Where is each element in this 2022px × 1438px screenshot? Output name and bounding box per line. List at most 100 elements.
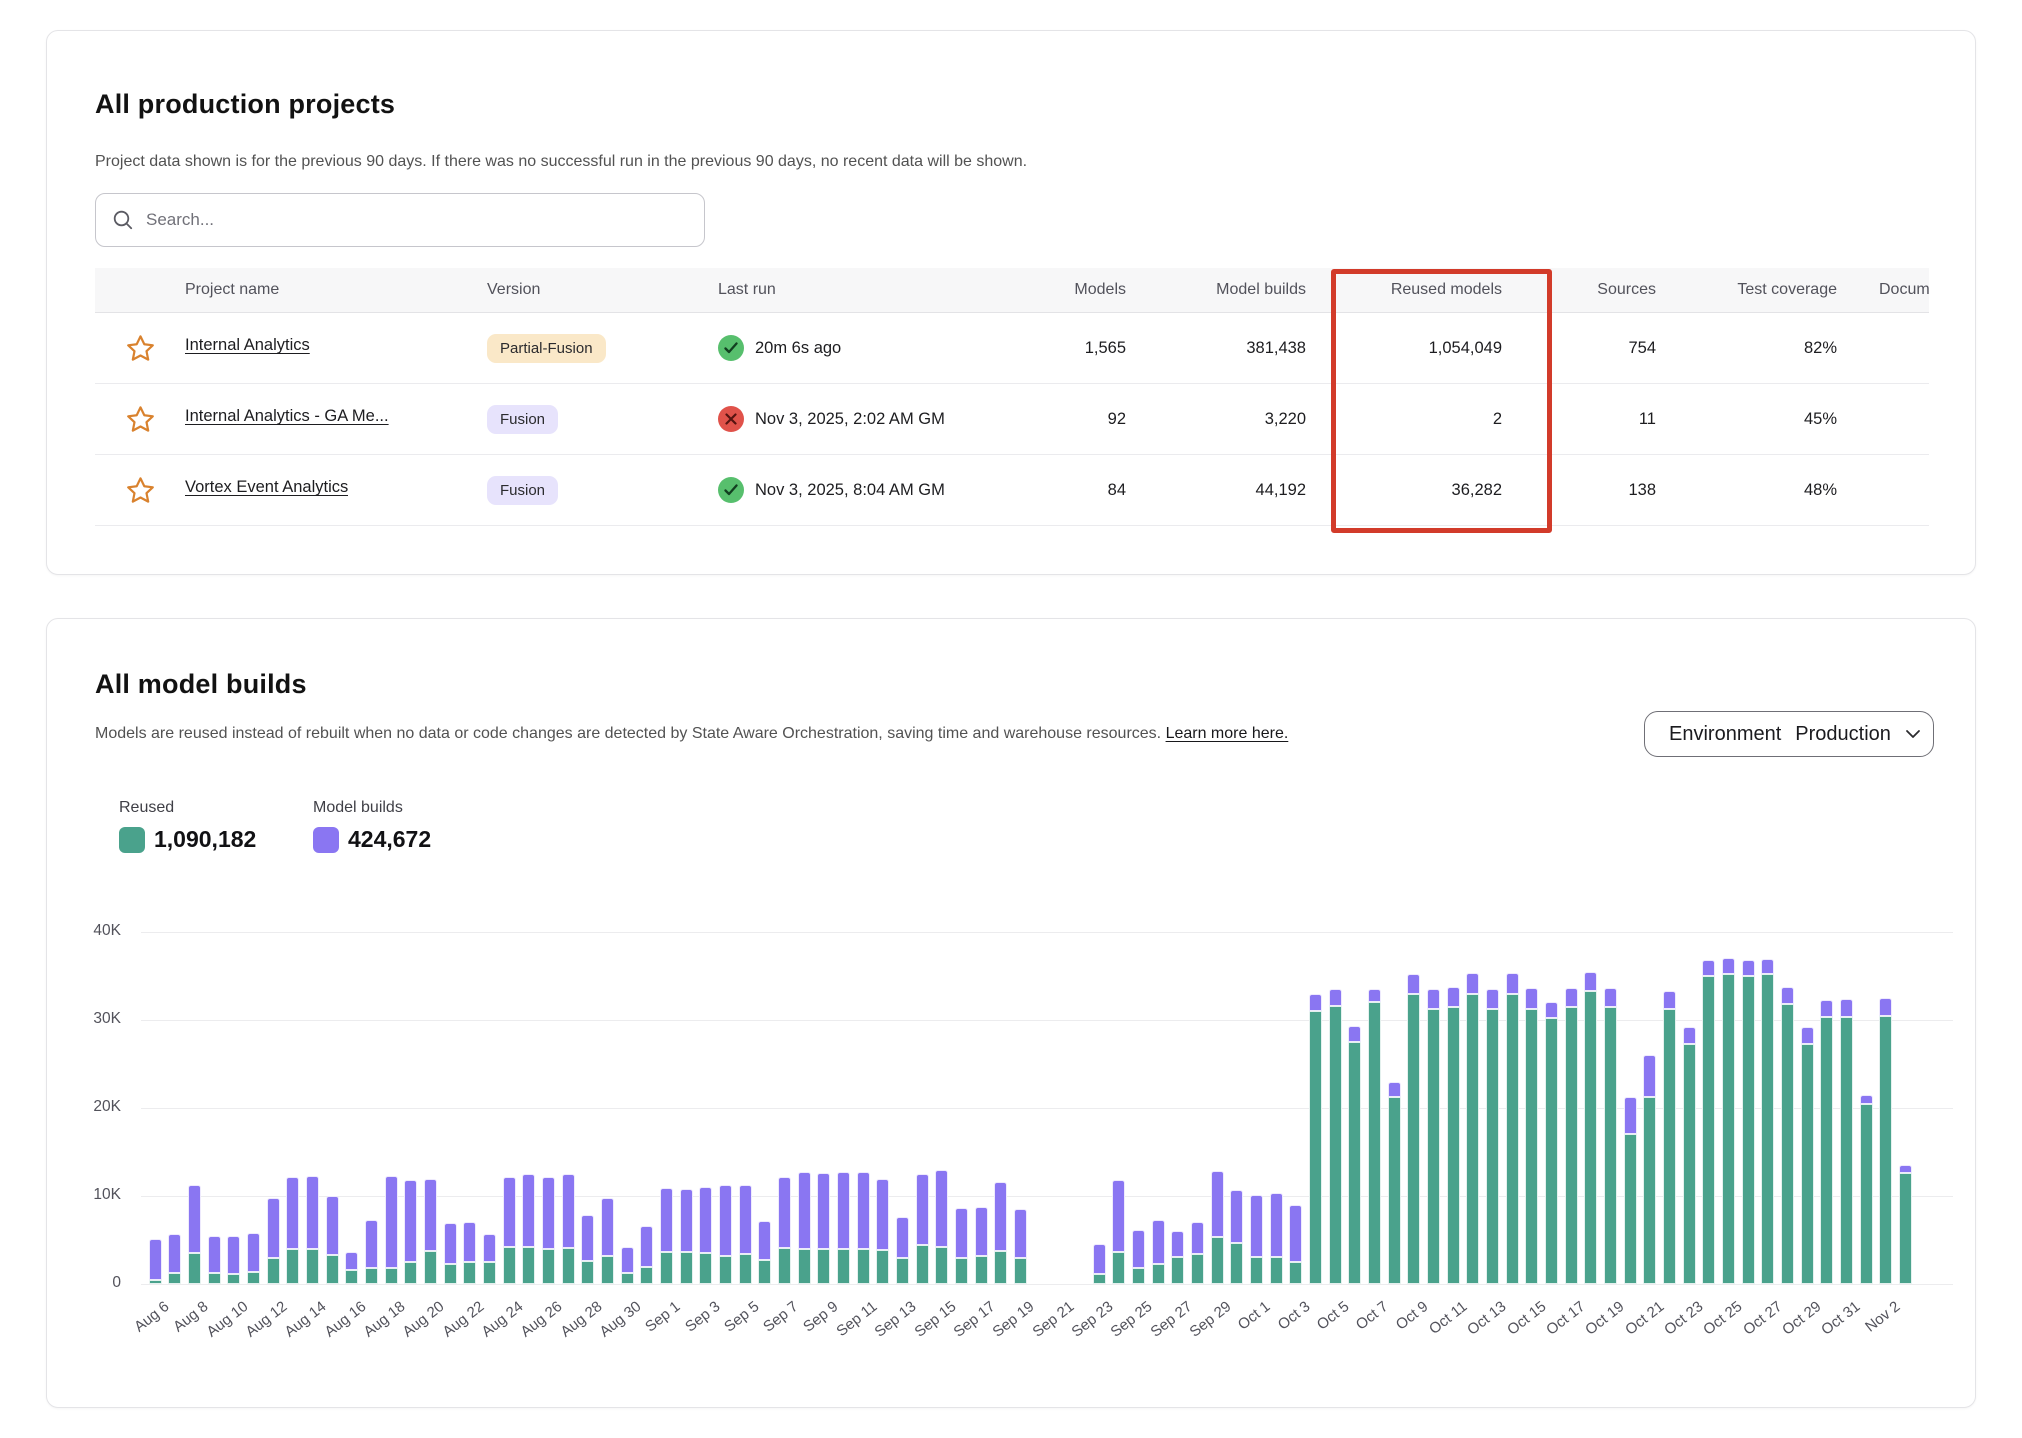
bar-segment-model-builds[interactable] bbox=[1525, 988, 1538, 1008]
bar-segment-model-builds[interactable] bbox=[1565, 988, 1578, 1006]
column-header-project-name[interactable]: Project name bbox=[185, 281, 487, 299]
bar-segment-model-builds[interactable] bbox=[1801, 1027, 1814, 1044]
bar-segment-model-builds[interactable] bbox=[1211, 1171, 1224, 1237]
bar-segment-reused[interactable] bbox=[1663, 1009, 1676, 1284]
bar-segment-model-builds[interactable] bbox=[483, 1234, 496, 1262]
bar-segment-reused[interactable] bbox=[994, 1251, 1007, 1284]
bar-segment-reused[interactable] bbox=[581, 1261, 594, 1284]
bar-segment-reused[interactable] bbox=[1191, 1254, 1204, 1284]
bar-segment-reused[interactable] bbox=[1506, 994, 1519, 1284]
bar-segment-model-builds[interactable] bbox=[1506, 973, 1519, 993]
column-header-version[interactable]: Version bbox=[487, 281, 718, 299]
bar-segment-model-builds[interactable] bbox=[1860, 1095, 1873, 1104]
bar-segment-reused[interactable] bbox=[778, 1248, 791, 1284]
bar-segment-reused[interactable] bbox=[1250, 1257, 1263, 1284]
bar-segment-reused[interactable] bbox=[876, 1250, 889, 1284]
bar-segment-model-builds[interactable] bbox=[935, 1170, 948, 1247]
project-name-link[interactable]: Vortex Event Analytics bbox=[185, 478, 348, 497]
project-name-link[interactable]: Internal Analytics - GA Me... bbox=[185, 407, 389, 426]
bar-segment-reused[interactable] bbox=[1643, 1097, 1656, 1284]
bar-segment-reused[interactable] bbox=[326, 1255, 339, 1284]
bar-segment-reused[interactable] bbox=[1093, 1274, 1106, 1284]
bar-segment-model-builds[interactable] bbox=[522, 1174, 535, 1247]
bar-segment-reused[interactable] bbox=[916, 1245, 929, 1284]
bar-segment-model-builds[interactable] bbox=[1230, 1190, 1243, 1243]
bar-segment-model-builds[interactable] bbox=[719, 1185, 732, 1255]
bar-segment-model-builds[interactable] bbox=[286, 1177, 299, 1249]
bar-segment-model-builds[interactable] bbox=[758, 1221, 771, 1261]
bar-segment-model-builds[interactable] bbox=[680, 1189, 693, 1252]
bar-segment-reused[interactable] bbox=[1879, 1016, 1892, 1284]
bar-segment-reused[interactable] bbox=[1289, 1262, 1302, 1284]
bar-segment-reused[interactable] bbox=[208, 1273, 221, 1284]
bar-segment-model-builds[interactable] bbox=[581, 1215, 594, 1261]
bar-segment-model-builds[interactable] bbox=[326, 1196, 339, 1255]
bar-segment-model-builds[interactable] bbox=[955, 1208, 968, 1257]
bar-segment-reused[interactable] bbox=[739, 1254, 752, 1284]
bar-segment-reused[interactable] bbox=[1309, 1011, 1322, 1284]
bar-segment-model-builds[interactable] bbox=[1407, 974, 1420, 993]
bar-segment-reused[interactable] bbox=[680, 1252, 693, 1284]
bar-segment-model-builds[interactable] bbox=[1683, 1027, 1696, 1044]
bar-segment-model-builds[interactable] bbox=[1604, 988, 1617, 1006]
bar-segment-reused[interactable] bbox=[424, 1251, 437, 1284]
bar-segment-model-builds[interactable] bbox=[601, 1198, 614, 1256]
bar-segment-model-builds[interactable] bbox=[1466, 973, 1479, 993]
bar-segment-reused[interactable] bbox=[306, 1249, 319, 1284]
bar-segment-model-builds[interactable] bbox=[1289, 1205, 1302, 1262]
column-header-test-coverage[interactable]: Test coverage bbox=[1656, 281, 1837, 299]
bar-segment-model-builds[interactable] bbox=[621, 1247, 634, 1273]
bar-segment-model-builds[interactable] bbox=[1742, 960, 1755, 976]
bar-segment-reused[interactable] bbox=[404, 1262, 417, 1284]
bar-segment-model-builds[interactable] bbox=[562, 1174, 575, 1248]
bar-segment-model-builds[interactable] bbox=[345, 1252, 358, 1270]
bar-segment-model-builds[interactable] bbox=[660, 1188, 673, 1252]
bar-segment-model-builds[interactable] bbox=[1427, 989, 1440, 1008]
bar-segment-reused[interactable] bbox=[188, 1253, 201, 1284]
bar-segment-model-builds[interactable] bbox=[306, 1176, 319, 1249]
bar-segment-model-builds[interactable] bbox=[1132, 1230, 1145, 1268]
bar-segment-reused[interactable] bbox=[955, 1258, 968, 1284]
bar-segment-reused[interactable] bbox=[267, 1258, 280, 1284]
favorite-star-icon[interactable] bbox=[95, 333, 185, 364]
bar-segment-reused[interactable] bbox=[1565, 1007, 1578, 1284]
bar-segment-model-builds[interactable] bbox=[149, 1239, 162, 1280]
bar-segment-reused[interactable] bbox=[444, 1264, 457, 1284]
column-header-sources[interactable]: Sources bbox=[1502, 281, 1656, 299]
bar-segment-reused[interactable] bbox=[1860, 1104, 1873, 1284]
bar-segment-model-builds[interactable] bbox=[1781, 987, 1794, 1005]
bar-segment-reused[interactable] bbox=[621, 1273, 634, 1284]
bar-segment-model-builds[interactable] bbox=[227, 1236, 240, 1274]
bar-segment-reused[interactable] bbox=[817, 1249, 830, 1284]
bar-segment-reused[interactable] bbox=[247, 1272, 260, 1284]
bar-segment-reused[interactable] bbox=[227, 1274, 240, 1284]
bar-segment-reused[interactable] bbox=[601, 1256, 614, 1284]
bar-segment-reused[interactable] bbox=[1801, 1044, 1814, 1284]
bar-segment-model-builds[interactable] bbox=[1643, 1055, 1656, 1097]
bar-segment-reused[interactable] bbox=[1270, 1257, 1283, 1284]
bar-segment-reused[interactable] bbox=[385, 1268, 398, 1284]
bar-segment-model-builds[interactable] bbox=[975, 1207, 988, 1255]
column-header-last-run[interactable]: Last run bbox=[718, 281, 1022, 299]
bar-segment-reused[interactable] bbox=[1466, 994, 1479, 1284]
bar-segment-reused[interactable] bbox=[719, 1256, 732, 1284]
bar-segment-model-builds[interactable] bbox=[896, 1217, 909, 1257]
bar-segment-reused[interactable] bbox=[1525, 1009, 1538, 1284]
bar-segment-model-builds[interactable] bbox=[1329, 989, 1342, 1006]
bar-segment-model-builds[interactable] bbox=[837, 1172, 850, 1249]
bar-segment-reused[interactable] bbox=[758, 1260, 771, 1284]
bar-segment-reused[interactable] bbox=[345, 1270, 358, 1284]
bar-segment-reused[interactable] bbox=[1348, 1042, 1361, 1284]
bar-segment-reused[interactable] bbox=[1014, 1258, 1027, 1284]
bar-segment-reused[interactable] bbox=[1486, 1009, 1499, 1284]
bar-segment-reused[interactable] bbox=[975, 1256, 988, 1284]
bar-segment-model-builds[interactable] bbox=[463, 1222, 476, 1262]
bar-segment-model-builds[interactable] bbox=[1663, 991, 1676, 1009]
bar-segment-model-builds[interactable] bbox=[542, 1177, 555, 1249]
favorite-star-icon[interactable] bbox=[95, 404, 185, 435]
bar-segment-reused[interactable] bbox=[1112, 1252, 1125, 1284]
bar-segment-model-builds[interactable] bbox=[1545, 1002, 1558, 1018]
bar-segment-reused[interactable] bbox=[1545, 1018, 1558, 1284]
bar-segment-reused[interactable] bbox=[1820, 1017, 1833, 1284]
bar-segment-reused[interactable] bbox=[365, 1268, 378, 1284]
